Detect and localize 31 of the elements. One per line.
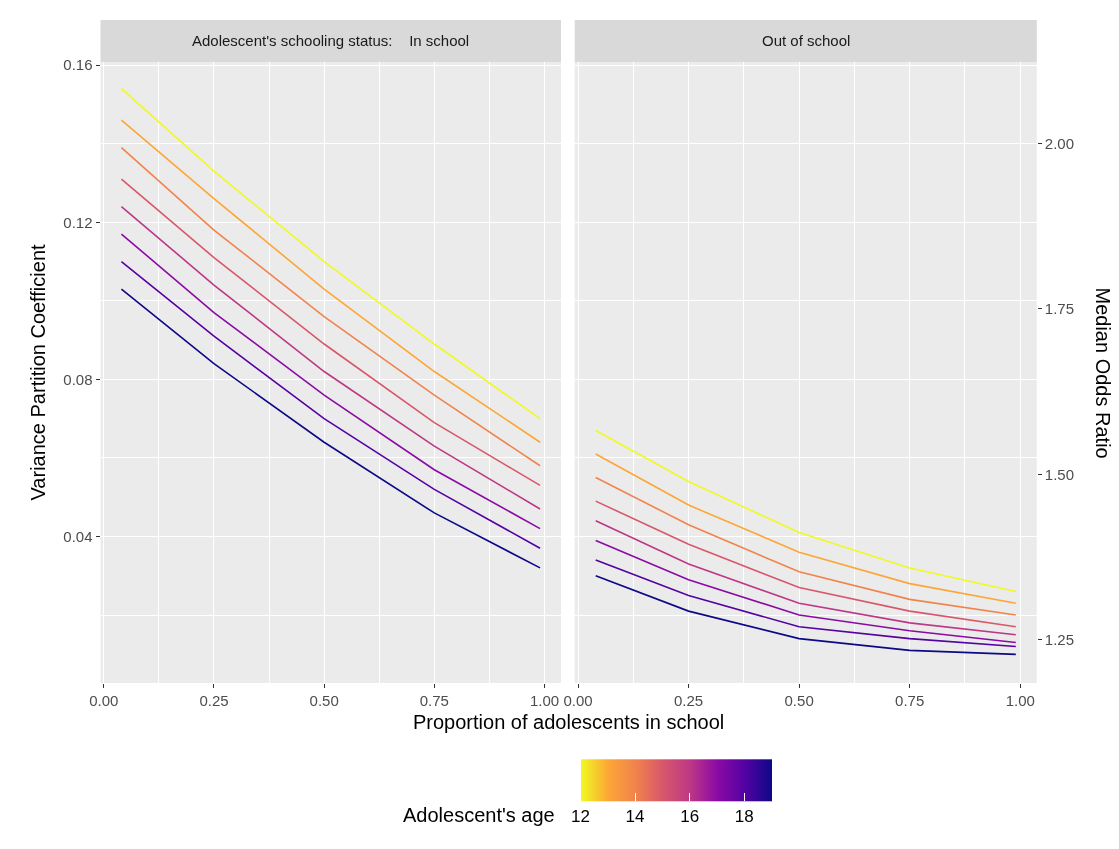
- text: 1.75: [1044, 300, 1074, 318]
- color-bar-label: 12: [571, 807, 590, 827]
- text: 1.50: [1044, 465, 1074, 483]
- color-bar-label: 16: [680, 807, 700, 827]
- x-tick-label: 0.00: [563, 692, 593, 709]
- y-tick-label: 0.12: [63, 213, 93, 231]
- line-series: [120, 178, 541, 487]
- text: 1.25: [1044, 631, 1074, 649]
- text: 2.00: [1044, 134, 1074, 152]
- y2-axis-title: Median Odds Ratio: [1091, 287, 1114, 459]
- y-tick-label: 0.04: [63, 527, 93, 545]
- x-tick-label: 1.00: [529, 692, 560, 709]
- x-tick-label: 0.50: [309, 692, 339, 709]
- x-tick-label: 0.25: [199, 692, 229, 709]
- y-tick-label: 0.16: [63, 56, 93, 74]
- color-bar-label: 18: [734, 807, 754, 827]
- x-tick-label: 0.00: [89, 692, 119, 709]
- chart-title: Out of school: [762, 32, 851, 49]
- color-bar-label: 14: [625, 807, 645, 827]
- x-axis-title: Proportion of adolescents in school: [413, 711, 725, 733]
- x-tick-label: 0.75: [419, 692, 449, 709]
- y-axis-title: Variance Partition Coefficient: [26, 243, 49, 501]
- x-tick-label: 0.25: [673, 692, 704, 709]
- x-tick-label: 0.75: [895, 692, 925, 709]
- x-tick-label: 0.50: [784, 692, 814, 709]
- color-bar-title: Adolescent's age: [403, 804, 555, 826]
- x-tick-label: 1.00: [1005, 692, 1035, 709]
- line-series: [120, 87, 541, 420]
- chart-title: Adolescent's schooling status: In school: [192, 32, 470, 49]
- line-series: [120, 288, 541, 569]
- y-tick-label: 0.08: [63, 370, 93, 388]
